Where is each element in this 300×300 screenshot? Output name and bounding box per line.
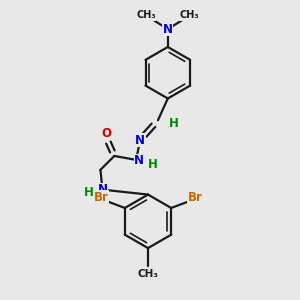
Text: H: H — [84, 186, 94, 199]
Text: N: N — [134, 154, 144, 167]
Text: CH₃: CH₃ — [180, 10, 200, 20]
Text: CH₃: CH₃ — [136, 10, 156, 20]
Text: N: N — [163, 22, 173, 36]
Text: Br: Br — [94, 190, 109, 204]
Text: N: N — [135, 134, 145, 147]
Text: H: H — [148, 158, 158, 171]
Text: CH₃: CH₃ — [137, 269, 158, 279]
Text: N: N — [98, 183, 107, 196]
Text: Br: Br — [188, 190, 202, 204]
Text: H: H — [169, 117, 179, 130]
Text: O: O — [101, 127, 111, 140]
